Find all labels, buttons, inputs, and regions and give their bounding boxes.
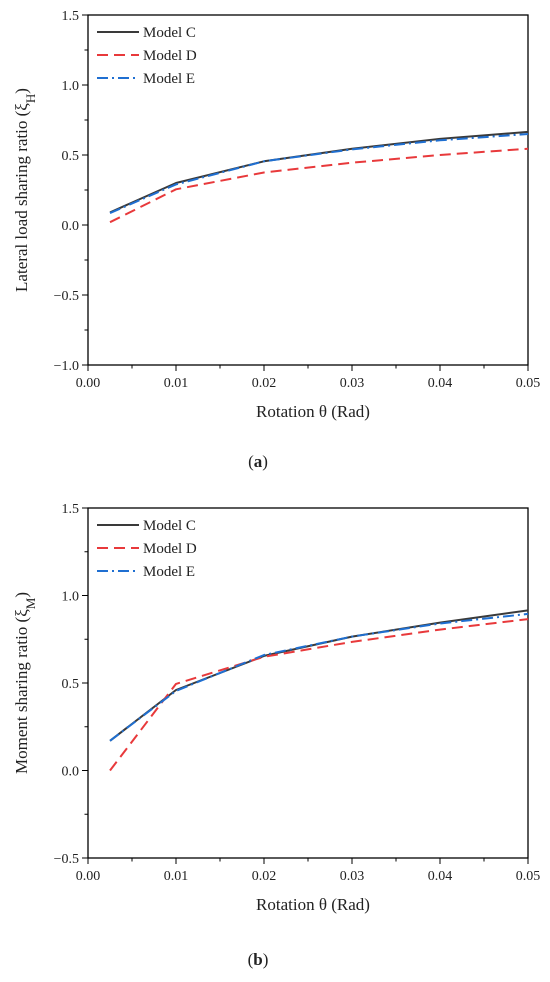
panel-label-letter: a [254,452,263,471]
y-tick-label: −0.5 [54,852,79,867]
x-tick-label: 0.05 [516,869,541,884]
panel-label-close: ) [263,950,269,969]
y-tick-label: 0.0 [62,219,80,234]
panel-a-chart: 0.00 0.01 0.02 0.03 0.04 0.05 −1.0 −0.5 0.0 0.5 1.… [12,9,540,471]
y-tick-label: −1.0 [54,359,79,374]
series-line-model-d [109,618,529,772]
panel-label: (b) [248,950,269,969]
y-tick-label: 0.5 [62,149,80,164]
x-tick-label: 0.04 [428,376,453,391]
legend-label: Model C [143,518,196,534]
panel-label-open: ( [248,452,254,471]
y-axis-title: Lateral load sharing ratio (ξH) [12,88,38,292]
panel-b-chart: 0.00 0.01 0.02 0.03 0.04 0.05 −0.5 0.0 0.5 1.0 1.5… [12,502,540,969]
y-axis-title-subscript: H [23,94,38,103]
legend-label: Model D [143,541,197,557]
legend-label: Model D [143,48,197,64]
y-tick-label: 1.0 [62,590,80,605]
series-line-model-e [109,612,529,742]
x-tick-label: 0.00 [76,869,101,884]
y-tick-label: 1.0 [62,79,80,94]
y-tick-label: 1.5 [62,502,80,517]
panel-label: (a) [248,452,268,471]
plot-frame [87,14,529,366]
plot-frame [87,507,529,859]
x-axis-title: Rotation θ (Rad) [256,402,370,421]
x-tick-label: 0.00 [76,376,101,391]
y-tick-label: 1.5 [62,9,80,24]
y-axis-title-main: Lateral load sharing ratio (ξ [12,103,31,292]
y-tick-label: −0.5 [54,289,79,304]
y-tick-label: 0.0 [62,765,80,780]
series-line-model-c [109,130,529,214]
series-line-model-c [109,609,529,742]
y-axis-title-close: ) [12,88,31,94]
legend-label: Model C [143,25,196,41]
panel-label-open: ( [248,950,254,969]
x-tick-label: 0.02 [252,869,277,884]
x-tick-label: 0.03 [340,376,365,391]
x-tick-label: 0.01 [164,376,189,391]
x-tick-label: 0.05 [516,376,541,391]
y-tick-label: 0.5 [62,677,80,692]
series-line-model-d [109,147,529,224]
x-axis-title: Rotation θ (Rad) [256,895,370,914]
y-axis-title-main: Moment sharing ratio (ξ [12,609,31,774]
x-tick-label: 0.02 [252,376,277,391]
legend-label: Model E [143,564,195,580]
panel-label-letter: b [253,950,262,969]
x-tick-label: 0.01 [164,869,189,884]
legend-label: Model E [143,71,195,87]
y-axis-title-close: ) [12,592,31,598]
y-axis-title-subscript: M [23,597,38,609]
series-line-model-e [109,133,529,215]
y-axis-title: Moment sharing ratio (ξM) [12,592,38,774]
x-tick-label: 0.03 [340,869,365,884]
panel-label-close: ) [262,452,268,471]
x-tick-label: 0.04 [428,869,453,884]
